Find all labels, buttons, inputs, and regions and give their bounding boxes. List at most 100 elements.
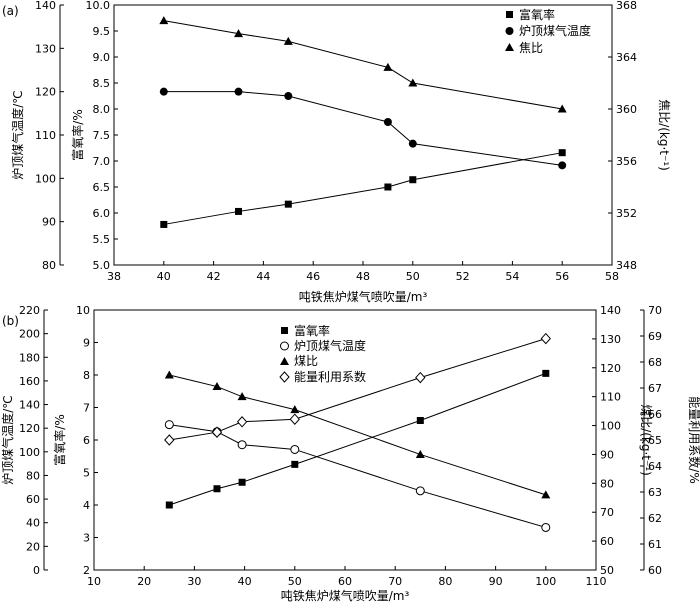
y-tick-label-a-left_inner-2: 6.0 <box>93 207 111 220</box>
legend-label-a-1: 炉顶煤气温度 <box>519 23 591 38</box>
y-tick-label-a-left_outer-1: 90 <box>42 216 56 229</box>
data-point-a-1-1 <box>234 87 243 96</box>
axis-ticks-b: 10 20 30 40 50 60 70 80 90 100 110 0 20 40 60 80 100 120 1… <box>19 304 662 588</box>
data-point-b-0-4 <box>416 417 424 424</box>
data-point-a-0-1 <box>235 207 242 215</box>
axis-ticks-a: 38 40 42 44 46 48 50 52 54 56 58 80 90 100 110 120 130 14… <box>35 0 637 283</box>
series-line-b-1 <box>169 424 546 528</box>
data-point-b-1-2 <box>237 440 247 450</box>
y-tick-label-b-right_inner-3: 80 <box>600 477 614 490</box>
data-point-a-2-1 <box>234 29 243 38</box>
data-point-b-0-0 <box>165 501 173 509</box>
x-axis-title-b: 吨铁焦炉煤气喷吹量/m³ <box>281 588 410 603</box>
x-tick-label-b-3: 40 <box>238 575 252 588</box>
x-tick-label-a-2: 42 <box>207 270 221 283</box>
y-tick-label-b-right_outer-1: 61 <box>648 538 662 551</box>
y-tick-label-b-left_outer-0: 0 <box>33 564 40 577</box>
left-inner-axis-title-a: 富氧率/% <box>70 109 85 160</box>
data-point-a-0-2 <box>284 200 292 208</box>
y-tick-label-a-right_inner-3: 360 <box>616 103 637 116</box>
y-tick-label-a-left_outer-5: 130 <box>35 42 56 55</box>
data-point-b-3-4 <box>415 371 426 384</box>
y-tick-label-a-left_outer-4: 120 <box>35 86 56 99</box>
legend-marker-a-1 <box>505 27 514 35</box>
data-point-b-1-5 <box>541 522 551 532</box>
legend-label-a-0: 富氧率 <box>519 7 555 22</box>
y-tick-label-b-right_outer-6: 66 <box>648 408 662 421</box>
y-tick-label-b-left_inner-8: 10 <box>76 304 90 317</box>
y-tick-label-b-right_inner-0: 50 <box>600 564 614 577</box>
x-tick-label-b-1: 20 <box>137 575 151 588</box>
legend-label-a-2: 焦比 <box>519 41 543 55</box>
panel-label-a: (a) <box>2 4 19 18</box>
data-point-b-1-3 <box>290 444 300 454</box>
data-point-b-2-4 <box>415 449 425 458</box>
x-axis-title-a: 吨铁焦炉煤气喷吹量/m³ <box>299 289 428 304</box>
chart-panel-a: (a) 吨铁焦炉煤气喷吹量/m³ 炉顶煤气温度/℃ 富氧率/% 焦比/(kg·t… <box>2 0 671 304</box>
y-tick-label-a-left_outer-6: 140 <box>35 0 56 12</box>
legend-marker-b-0 <box>281 327 288 334</box>
data-point-b-2-1 <box>212 382 222 391</box>
legend-label-b-2: 煤比 <box>294 354 318 368</box>
right-outer-axis-title-b: 能量利用系数/% <box>687 396 700 483</box>
legend-marker-b-3 <box>279 371 290 383</box>
data-point-b-0-1 <box>213 485 221 493</box>
x-tick-label-a-0: 38 <box>107 270 121 283</box>
y-tick-label-b-left_inner-5: 7 <box>83 402 90 415</box>
left-outer-axis-title-b: 炉顶煤气温度/℃ <box>0 395 15 485</box>
y-tick-label-b-left_inner-1: 3 <box>83 532 90 545</box>
series-line-b-3 <box>169 338 546 441</box>
series-line-b-2 <box>169 374 546 496</box>
data-point-b-1-4 <box>415 486 425 496</box>
x-tick-label-a-3: 44 <box>256 270 270 283</box>
data-point-b-3-0 <box>164 434 175 446</box>
data-point-a-2-3 <box>383 62 393 71</box>
y-tick-label-b-right_outer-2: 62 <box>648 512 662 525</box>
x-tick-label-a-5: 48 <box>356 270 370 283</box>
y-tick-label-a-right_inner-5: 368 <box>616 0 637 12</box>
data-point-b-2-0 <box>164 370 174 379</box>
y-tick-label-a-left_inner-4: 7.0 <box>93 155 111 168</box>
data-point-a-0-3 <box>384 183 392 191</box>
right-inner-axis-title-a: 焦比/(kg·t⁻¹) <box>657 99 671 171</box>
legend-b: 富氧率 炉顶煤气温度 煤比 能量利用系数 <box>279 323 366 384</box>
x-tick-label-b-10: 110 <box>586 575 607 588</box>
y-tick-label-b-left_outer-10: 200 <box>19 328 40 341</box>
y-tick-label-b-left_inner-0: 2 <box>83 564 90 577</box>
y-tick-label-b-right_outer-5: 65 <box>648 434 662 447</box>
legend-label-b-3: 能量利用系数 <box>294 369 366 384</box>
y-tick-label-b-right_inner-1: 60 <box>600 535 614 548</box>
data-point-a-2-4 <box>408 78 418 87</box>
y-tick-label-a-left_inner-9: 9.5 <box>93 25 111 38</box>
y-tick-label-b-right_outer-0: 60 <box>648 564 662 577</box>
x-tick-label-b-6: 70 <box>388 575 402 588</box>
data-point-a-0-0 <box>160 220 168 228</box>
legend-marker-b-2 <box>280 357 289 365</box>
y-tick-label-a-left_inner-3: 6.5 <box>93 181 111 194</box>
y-tick-label-a-right_inner-4: 364 <box>616 51 637 64</box>
right-inner-axis-title-b: 煤比/(kg·t⁻¹) <box>639 404 653 476</box>
left-inner-axis-title-b: 富氧率/% <box>52 414 67 465</box>
y-tick-label-b-right_outer-4: 64 <box>648 460 662 473</box>
x-tick-label-b-8: 90 <box>489 575 503 588</box>
x-tick-label-a-1: 40 <box>157 270 171 283</box>
data-point-b-2-5 <box>541 490 551 499</box>
y-tick-label-a-left_inner-5: 7.5 <box>93 129 111 142</box>
x-tick-label-b-2: 30 <box>187 575 201 588</box>
data-point-b-2-3 <box>290 405 300 414</box>
x-tick-label-a-9: 56 <box>555 270 569 283</box>
y-tick-label-a-right_inner-2: 356 <box>616 155 637 168</box>
data-point-a-1-4 <box>408 139 417 148</box>
y-tick-label-b-left_inner-6: 8 <box>83 369 90 382</box>
series-line-a-0 <box>163 152 563 225</box>
x-tick-label-a-4: 46 <box>306 270 320 283</box>
x-tick-label-b-7: 80 <box>438 575 452 588</box>
data-point-a-1-2 <box>284 92 293 100</box>
y-tick-label-b-left_outer-11: 220 <box>19 304 40 317</box>
data-point-b-0-3 <box>291 460 299 468</box>
y-tick-label-b-right_outer-3: 63 <box>648 486 662 499</box>
y-tick-label-b-left_inner-2: 4 <box>83 499 90 512</box>
data-point-a-0-5 <box>558 149 566 157</box>
series-layer-b <box>164 332 551 532</box>
